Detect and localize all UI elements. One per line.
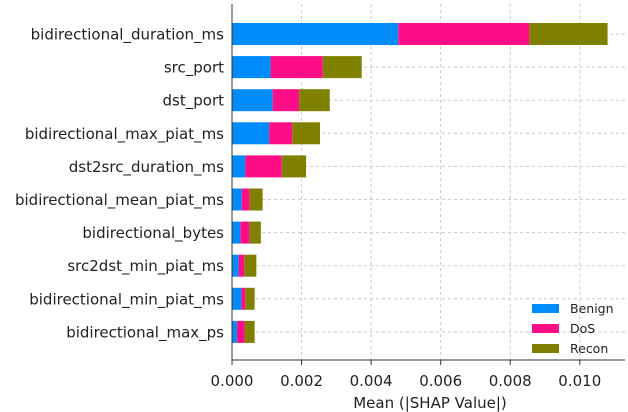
legend-swatch-benign [532,304,559,313]
bar-segment-recon [281,155,307,178]
bar-segment-dos [240,221,250,244]
bar-segment-dos [245,155,282,178]
bar-segment-benign [232,188,242,211]
bar-segment-benign [232,23,399,45]
bar-segment-benign [232,287,242,310]
x-axis-label: Mean (|SHAP Value|) [353,394,507,412]
category-label: bidirectional_max_ps [66,323,224,342]
bar-segment-dos [241,287,246,310]
category-label: bidirectional_bytes [82,224,224,243]
category-label: bidirectional_min_piat_ms [29,290,224,309]
x-tick-label: 0.000 [211,372,254,390]
x-tick-label: 0.008 [489,372,532,390]
legend: Benign DoS Recon [532,301,614,356]
category-label: dst2src_duration_ms [69,158,224,177]
bar-segment-recon [244,320,255,343]
legend-swatch-recon [532,344,559,353]
bar-segment-dos [272,89,300,112]
legend-label-benign: Benign [570,301,614,316]
bar-segment-recon [244,254,257,277]
bar-segment-benign [232,122,270,145]
legend-label-recon: Recon [570,341,608,356]
bar-segment-dos [269,122,293,145]
category-label: bidirectional_duration_ms [31,26,225,45]
bar-segment-dos [236,320,245,343]
bar-segment-dos [238,254,245,277]
bar-segment-dos [398,23,530,45]
bar-segment-benign [232,56,271,79]
bar-segment-dos [241,188,250,211]
bar-segment-benign [232,155,246,178]
x-tick-label: 0.002 [280,372,323,390]
bar-segment-recon [322,56,362,79]
bar-segment-recon [249,221,261,244]
category-labels: bidirectional_duration_ms src_port dst_por… [15,26,224,343]
bar-segment-benign [232,89,273,112]
x-axis: 0.000 0.002 0.004 0.006 0.008 0.010 [211,4,625,390]
category-label: src_port [164,59,224,78]
grid-lines [232,4,625,360]
bar-segment-benign [232,320,237,343]
bar-segment-benign [232,254,239,277]
bar-segment-benign [232,221,241,244]
category-label: bidirectional_mean_piat_ms [15,191,224,210]
x-tick-label: 0.010 [558,372,601,390]
bar-segment-recon [299,89,330,112]
bar-segment-recon [529,23,608,45]
bar-segment-recon [249,188,263,211]
legend-label-dos: DoS [570,321,595,336]
bar-segment-recon [245,287,255,310]
bars [232,23,608,343]
bar-segment-dos [270,56,323,79]
category-label: bidirectional_max_piat_ms [25,125,224,144]
category-label: src2dst_min_piat_ms [67,257,224,276]
legend-swatch-dos [532,324,559,333]
category-label: dst_port [163,92,225,111]
x-tick-label: 0.006 [419,372,462,390]
x-tick-label: 0.004 [350,372,393,390]
bar-segment-recon [292,122,320,145]
